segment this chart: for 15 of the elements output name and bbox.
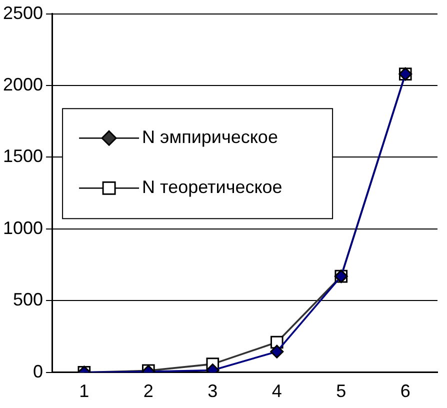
x-tick-label: 4 xyxy=(272,381,282,402)
y-tick-label: 1000 xyxy=(2,218,44,238)
x-tick-label: 2 xyxy=(143,381,154,402)
legend-label: N эмпирическое xyxy=(142,127,278,148)
x-tick-label: 5 xyxy=(336,381,346,402)
legend-label: N теоретическое xyxy=(142,177,282,198)
y-tick-label: 500 xyxy=(12,290,44,310)
y-tick-label: 1500 xyxy=(2,146,44,166)
y-tick-label: 2500 xyxy=(2,2,44,23)
point xyxy=(270,344,284,358)
x-tick-label: 6 xyxy=(400,381,410,402)
x-tick-label: 1 xyxy=(79,381,90,402)
y-tick-label: 2000 xyxy=(2,74,44,94)
y-tick-label: 0 xyxy=(33,361,44,382)
x-tick-label: 3 xyxy=(208,381,218,402)
